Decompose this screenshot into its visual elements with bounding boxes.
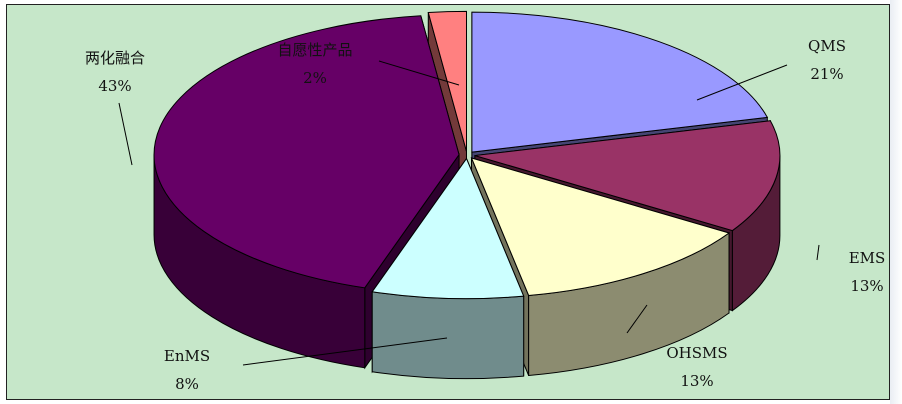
leader-line-enms: [242, 337, 448, 366]
slice-label-voluntary: 自愿性产品: [277, 41, 352, 59]
pie-slice-qms: [471, 11, 769, 153]
page-edge: [890, 0, 902, 404]
slice-value-qms: 21%: [810, 65, 843, 83]
pie-chart: QMS 21% EMS 13% OHSMS 13% EnMS 8% 两化融合 43% 自愿性产品 2%: [85, 10, 886, 393]
slice-value-enms: 8%: [175, 375, 199, 393]
pie-side-enms: [371, 291, 525, 380]
slice-value-ohsms: 13%: [680, 372, 713, 390]
leader-line-voluntary: [378, 60, 460, 86]
leader-line-ohsms: [626, 304, 648, 334]
slice-label-qms: QMS: [808, 37, 846, 55]
slice-label-ohsms: OHSMS: [666, 344, 727, 362]
pie-slice-integration: [153, 15, 460, 289]
leader-line-qms: [696, 64, 788, 101]
leader-line-integration: [118, 102, 133, 166]
chart-area: QMS 21% EMS 13% OHSMS 13% EnMS 8% 两化融合 43% 自愿性产品 2%: [6, 4, 890, 400]
slice-value-ems: 13%: [850, 277, 883, 295]
leader-line-ems: [816, 244, 820, 261]
slice-value-voluntary: 2%: [303, 69, 327, 87]
slice-label-ems: EMS: [849, 249, 886, 267]
slice-value-integration: 43%: [98, 77, 131, 95]
pie-slice-enms: [371, 157, 525, 300]
slice-label-integration: 两化融合: [85, 49, 145, 67]
pie-slice-ohsms: [470, 157, 731, 297]
slice-label-enms: EnMS: [164, 347, 210, 365]
pie-slice-ems: [474, 120, 781, 232]
